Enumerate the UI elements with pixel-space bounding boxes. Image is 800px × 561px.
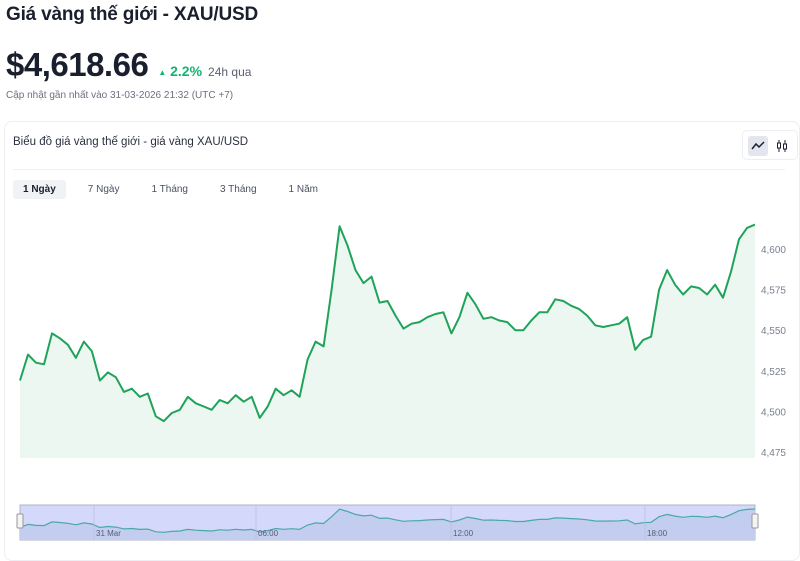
navigator-area xyxy=(20,509,755,540)
y-tick-label: 4,525 xyxy=(761,367,786,378)
y-tick-label: 4,575 xyxy=(761,286,786,297)
line-chart-button[interactable] xyxy=(748,136,768,156)
chart-title: Biểu đồ giá vàng thế giới - giá vàng XAU… xyxy=(13,136,249,148)
line-chart-icon xyxy=(751,141,765,150)
navigator-label: 31 Mar xyxy=(96,529,121,538)
page-title: Giá vàng thế giới - XAU/USD xyxy=(6,4,258,25)
price-line xyxy=(19,223,756,423)
navigator-label: 18:00 xyxy=(647,529,668,538)
tab-1-month[interactable]: 1 Tháng xyxy=(151,184,188,195)
navigator-handle-left[interactable] xyxy=(16,513,24,529)
current-price: $4,618.66 xyxy=(6,46,149,83)
navigator-label: 12:00 xyxy=(453,529,474,538)
y-tick-label: 4,500 xyxy=(761,407,786,418)
navigator-line xyxy=(19,508,756,533)
y-tick-label: 4,600 xyxy=(761,245,786,256)
tab-7-days[interactable]: 7 Ngày xyxy=(87,184,120,195)
change-period: 24h qua xyxy=(208,65,252,79)
price-row: $4,618.66 ▲ 2.2% 24h qua xyxy=(6,46,251,84)
chart-type-toggle xyxy=(742,130,798,160)
candlestick-button[interactable] xyxy=(772,136,792,156)
change-value: 2.2% xyxy=(170,63,203,79)
tab-1-day[interactable]: 1 Ngày xyxy=(13,180,66,199)
chart-card: Biểu đồ giá vàng thế giới - giá vàng XAU… xyxy=(4,121,800,561)
range-tabs: 1 Ngày 7 Ngày 1 Tháng 3 Tháng 1 Năm xyxy=(13,180,340,199)
up-arrow-icon: ▲ xyxy=(158,67,167,77)
y-tick-label: 4,550 xyxy=(761,326,786,337)
divider xyxy=(13,169,785,170)
navigator-label: 06:00 xyxy=(258,529,279,538)
y-tick-label: 4,475 xyxy=(761,448,786,459)
area-fill xyxy=(20,224,755,458)
candlestick-icon xyxy=(777,140,787,152)
tab-1-year[interactable]: 1 Năm xyxy=(288,184,318,195)
price-change: ▲ 2.2% xyxy=(158,63,202,79)
tab-3-months[interactable]: 3 Tháng xyxy=(220,184,257,195)
price-chart: 4,475 4,500 4,525 4,550 4,575 4,600 31 Mar 06:0… xyxy=(16,223,786,541)
navigator-handle-right[interactable] xyxy=(751,513,759,529)
last-updated: Cập nhật gần nhất vào 31-03-2026 21:32 (… xyxy=(6,90,234,101)
